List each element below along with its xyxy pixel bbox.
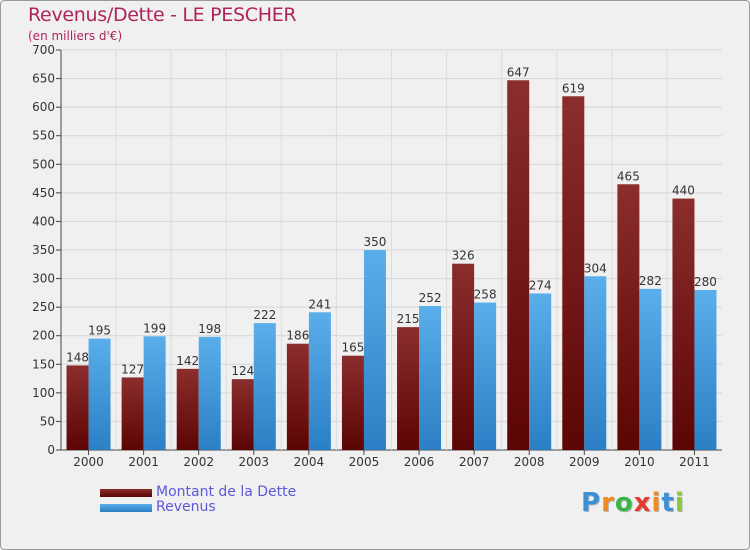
debt-bar xyxy=(231,379,254,450)
x-tick-label: 2006 xyxy=(404,455,435,469)
revenus-bar xyxy=(419,306,442,450)
y-tick-label: 400 xyxy=(32,214,55,228)
data-label: 280 xyxy=(694,275,717,289)
y-tick-label: 150 xyxy=(32,357,55,371)
debt-bar xyxy=(672,198,695,450)
brand-logo: Proxiti xyxy=(581,488,685,518)
data-label: 274 xyxy=(529,278,552,292)
data-label: 215 xyxy=(397,312,420,326)
legend: Montant de la Dette Revenus xyxy=(100,485,296,515)
revenus-bar xyxy=(694,290,717,450)
data-label: 127 xyxy=(121,362,144,376)
brand-letter: i xyxy=(674,488,685,518)
data-label: 241 xyxy=(308,297,331,311)
data-label: 142 xyxy=(176,354,199,368)
data-label: 282 xyxy=(639,274,662,288)
chart-subtitle: (en milliers d'€) xyxy=(28,29,123,43)
legend-label-revenus: Revenus xyxy=(156,499,216,515)
legend-swatch-debt xyxy=(100,488,152,497)
y-tick-label: 600 xyxy=(32,100,55,114)
x-tick-label: 2002 xyxy=(183,455,214,469)
y-tick-label: 550 xyxy=(32,129,55,143)
brand-letter: t xyxy=(661,488,675,518)
revenus-bar xyxy=(584,276,607,450)
x-tick-label: 2009 xyxy=(569,455,600,469)
data-label: 350 xyxy=(364,235,387,249)
x-tick-label: 2005 xyxy=(349,455,380,469)
data-label: 440 xyxy=(672,184,695,198)
y-tick-label: 350 xyxy=(32,243,55,257)
brand-letter: x xyxy=(633,488,652,518)
brand-letter: o xyxy=(614,488,634,518)
revenus-bar xyxy=(474,302,497,450)
x-tick-label: 2004 xyxy=(294,455,325,469)
y-tick-label: 100 xyxy=(32,386,55,400)
y-tick-label: 450 xyxy=(32,186,55,200)
revenus-bar xyxy=(253,323,276,450)
data-label: 186 xyxy=(286,329,309,343)
data-label: 195 xyxy=(88,324,111,338)
data-label: 258 xyxy=(474,288,497,302)
data-label: 619 xyxy=(562,81,585,95)
brand-letter: i xyxy=(651,488,662,518)
revenus-bar xyxy=(308,312,331,450)
legend-item-revenus: Revenus xyxy=(100,500,296,515)
data-label: 252 xyxy=(419,291,442,305)
y-tick-label: 200 xyxy=(32,329,55,343)
legend-label-debt: Montant de la Dette xyxy=(156,484,297,500)
chart-title: Revenus/Dette - LE PESCHER xyxy=(28,4,297,26)
legend-item-debt: Montant de la Dette xyxy=(100,485,296,500)
debt-bar xyxy=(66,365,89,450)
revenus-bar xyxy=(639,288,662,450)
debt-bar xyxy=(397,327,420,450)
debt-bar xyxy=(121,377,144,450)
data-label: 647 xyxy=(507,65,530,79)
data-label: 148 xyxy=(66,350,89,364)
debt-bar xyxy=(452,263,475,450)
y-tick-label: 0 xyxy=(47,443,55,457)
debt-bar xyxy=(341,355,364,450)
revenus-bar xyxy=(198,336,221,450)
x-tick-label: 2010 xyxy=(624,455,655,469)
revenus-bar xyxy=(529,293,552,450)
data-label: 326 xyxy=(452,249,475,263)
debt-bar xyxy=(507,80,530,451)
data-label: 222 xyxy=(253,308,276,322)
x-tick-label: 2001 xyxy=(128,455,159,469)
debt-bar xyxy=(176,368,199,450)
y-tick-label: 700 xyxy=(32,43,55,57)
debt-bar xyxy=(617,184,640,451)
x-tick-label: 2003 xyxy=(239,455,270,469)
debt-bar xyxy=(286,343,309,450)
brand-letter: r xyxy=(601,488,615,518)
y-tick-label: 50 xyxy=(40,414,55,428)
revenus-bar xyxy=(363,250,386,450)
y-tick-label: 500 xyxy=(32,157,55,171)
brand-letter: P xyxy=(581,488,602,518)
legend-swatch-revenus xyxy=(100,503,152,512)
x-tick-label: 2011 xyxy=(679,455,710,469)
data-label: 465 xyxy=(617,169,640,183)
debt-bar xyxy=(562,96,585,451)
revenus-bar xyxy=(88,338,111,450)
data-label: 165 xyxy=(342,341,365,355)
data-label: 124 xyxy=(231,364,254,378)
x-tick-label: 2000 xyxy=(73,455,104,469)
data-label: 198 xyxy=(198,322,221,336)
x-tick-label: 2008 xyxy=(514,455,545,469)
revenus-bar xyxy=(143,336,166,450)
y-tick-label: 250 xyxy=(32,300,55,314)
x-tick-label: 2007 xyxy=(459,455,490,469)
y-tick-label: 300 xyxy=(32,272,55,286)
data-label: 304 xyxy=(584,261,607,275)
y-tick-label: 650 xyxy=(32,72,55,86)
data-label: 199 xyxy=(143,321,166,335)
